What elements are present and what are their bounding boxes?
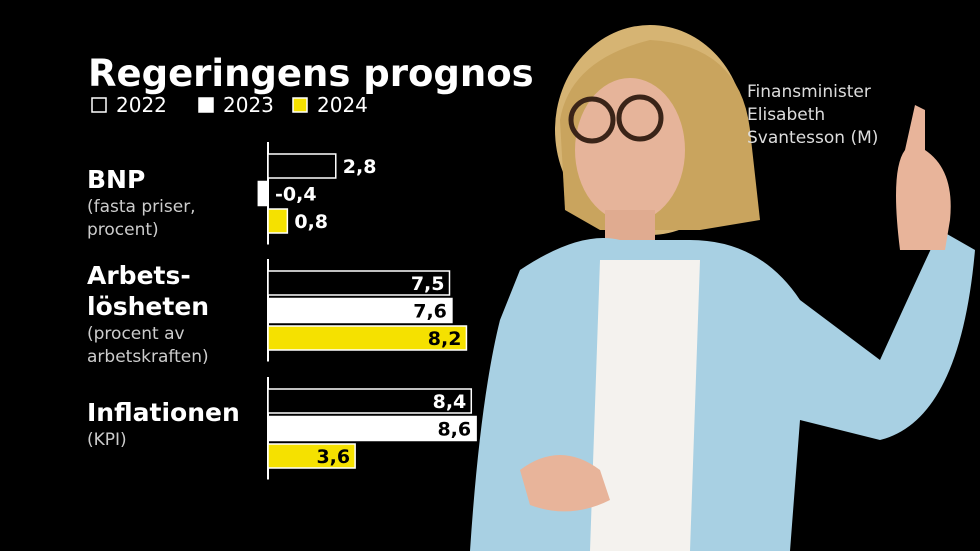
value-label: 7,6 [413,301,447,323]
bar [267,297,453,324]
category-title: Inflationen [87,398,240,427]
category-note: arbetskraften) [87,347,209,367]
bar [267,443,356,469]
legend-label: 2022 [116,93,167,117]
caption-line: Elisabeth [747,105,825,125]
bar [267,325,468,351]
legend: 2022 2023 2024 [91,93,368,117]
bar [267,388,473,414]
caption: Finansminister Elisabeth Svantesson (M) [747,82,878,148]
value-label: 8,4 [433,391,467,413]
value-label: 2,8 [343,156,377,178]
legend-swatch [198,97,214,113]
value-label: 8,6 [437,419,471,441]
caption-line: Svantesson (M) [747,128,878,148]
category-title: lösheten [87,292,209,321]
value-label: 0,8 [294,211,328,233]
chart-title: Regeringens prognos [88,52,534,95]
value-label: 7,5 [411,273,445,295]
value-label: 8,2 [428,328,462,350]
photo [470,25,975,551]
plot-area: BNP (fasta priser, procent) 2,8 -0,4 0,8 Arbet… [87,142,477,480]
bar [267,153,337,179]
caption-line: Finansminister [747,82,871,102]
legend-swatch [292,97,308,113]
category-note: (procent av [87,324,185,344]
bar [267,208,289,234]
category-note: (KPI) [87,430,127,450]
category-title: Arbets- [87,261,191,290]
value-label: -0,4 [275,184,317,206]
value-label: 3,6 [316,446,350,468]
category-note: (fasta priser, [87,197,196,217]
legend-label: 2024 [317,93,368,117]
legend-label: 2023 [223,93,274,117]
bar [267,270,451,296]
category-note: procent) [87,220,159,240]
bar [257,180,269,207]
bar [267,415,477,442]
category-title: BNP [87,165,145,194]
legend-swatch [91,97,107,113]
